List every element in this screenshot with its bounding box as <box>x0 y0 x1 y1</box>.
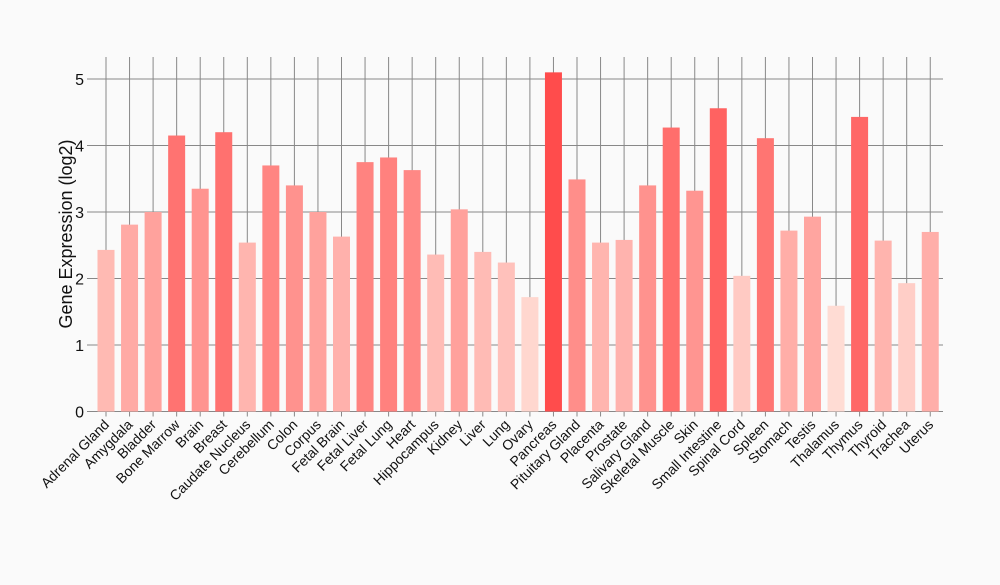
y-tick-label: 2 <box>75 272 84 289</box>
y-axis-label: Gene Expression (log2) <box>56 139 76 328</box>
bar-thalamus <box>827 305 845 412</box>
bar-thyroid <box>874 240 892 412</box>
bar-placenta <box>592 242 610 412</box>
bar-uterus <box>921 231 939 412</box>
bar-colon <box>285 185 303 412</box>
bar-pancreas <box>544 72 562 412</box>
bars <box>97 72 939 412</box>
bar-thymus <box>851 116 869 412</box>
bar-pituitary-gland <box>568 179 586 412</box>
bar-breast <box>215 132 233 412</box>
bar-bladder <box>144 212 162 412</box>
y-tick-label: 4 <box>75 139 84 156</box>
bar-skin <box>686 190 704 412</box>
bar-cerebellum <box>262 165 280 412</box>
bar-small-intestine <box>709 108 727 412</box>
bar-heart <box>403 170 421 412</box>
bar-fetal-lung <box>380 157 398 412</box>
bar-testis <box>804 216 821 412</box>
bar-trachea <box>898 283 916 412</box>
y-tick-label: 0 <box>75 405 84 422</box>
y-tick-label: 5 <box>75 72 84 89</box>
bar-lung <box>497 262 515 412</box>
bar-ovary <box>521 297 539 412</box>
bar-fetal-brain <box>333 236 350 412</box>
bar-amygdala <box>121 224 139 412</box>
y-axis: 0 1 2 3 4 5 <box>75 72 92 422</box>
bar-salivary-gland <box>639 185 657 412</box>
bar-liver <box>474 251 492 412</box>
bar-adrenal-gland <box>97 249 115 412</box>
bar-prostate <box>615 239 633 412</box>
bar-fetal-liver <box>356 162 374 412</box>
bar-stomach <box>780 230 798 412</box>
bar-skeletal-muscle <box>662 127 680 412</box>
bar-kidney <box>450 209 468 412</box>
bar-corpus <box>309 212 327 412</box>
bar-spleen <box>756 138 774 412</box>
bar-caudate-nucleus <box>238 242 256 412</box>
y-tick-label: 3 <box>75 205 84 222</box>
bar-hippocampus <box>427 254 445 412</box>
bar-bone-marrow <box>168 135 186 412</box>
bar-spinal-cord <box>733 275 751 412</box>
y-tick-label: 1 <box>75 338 84 355</box>
bar-brain <box>191 188 209 412</box>
